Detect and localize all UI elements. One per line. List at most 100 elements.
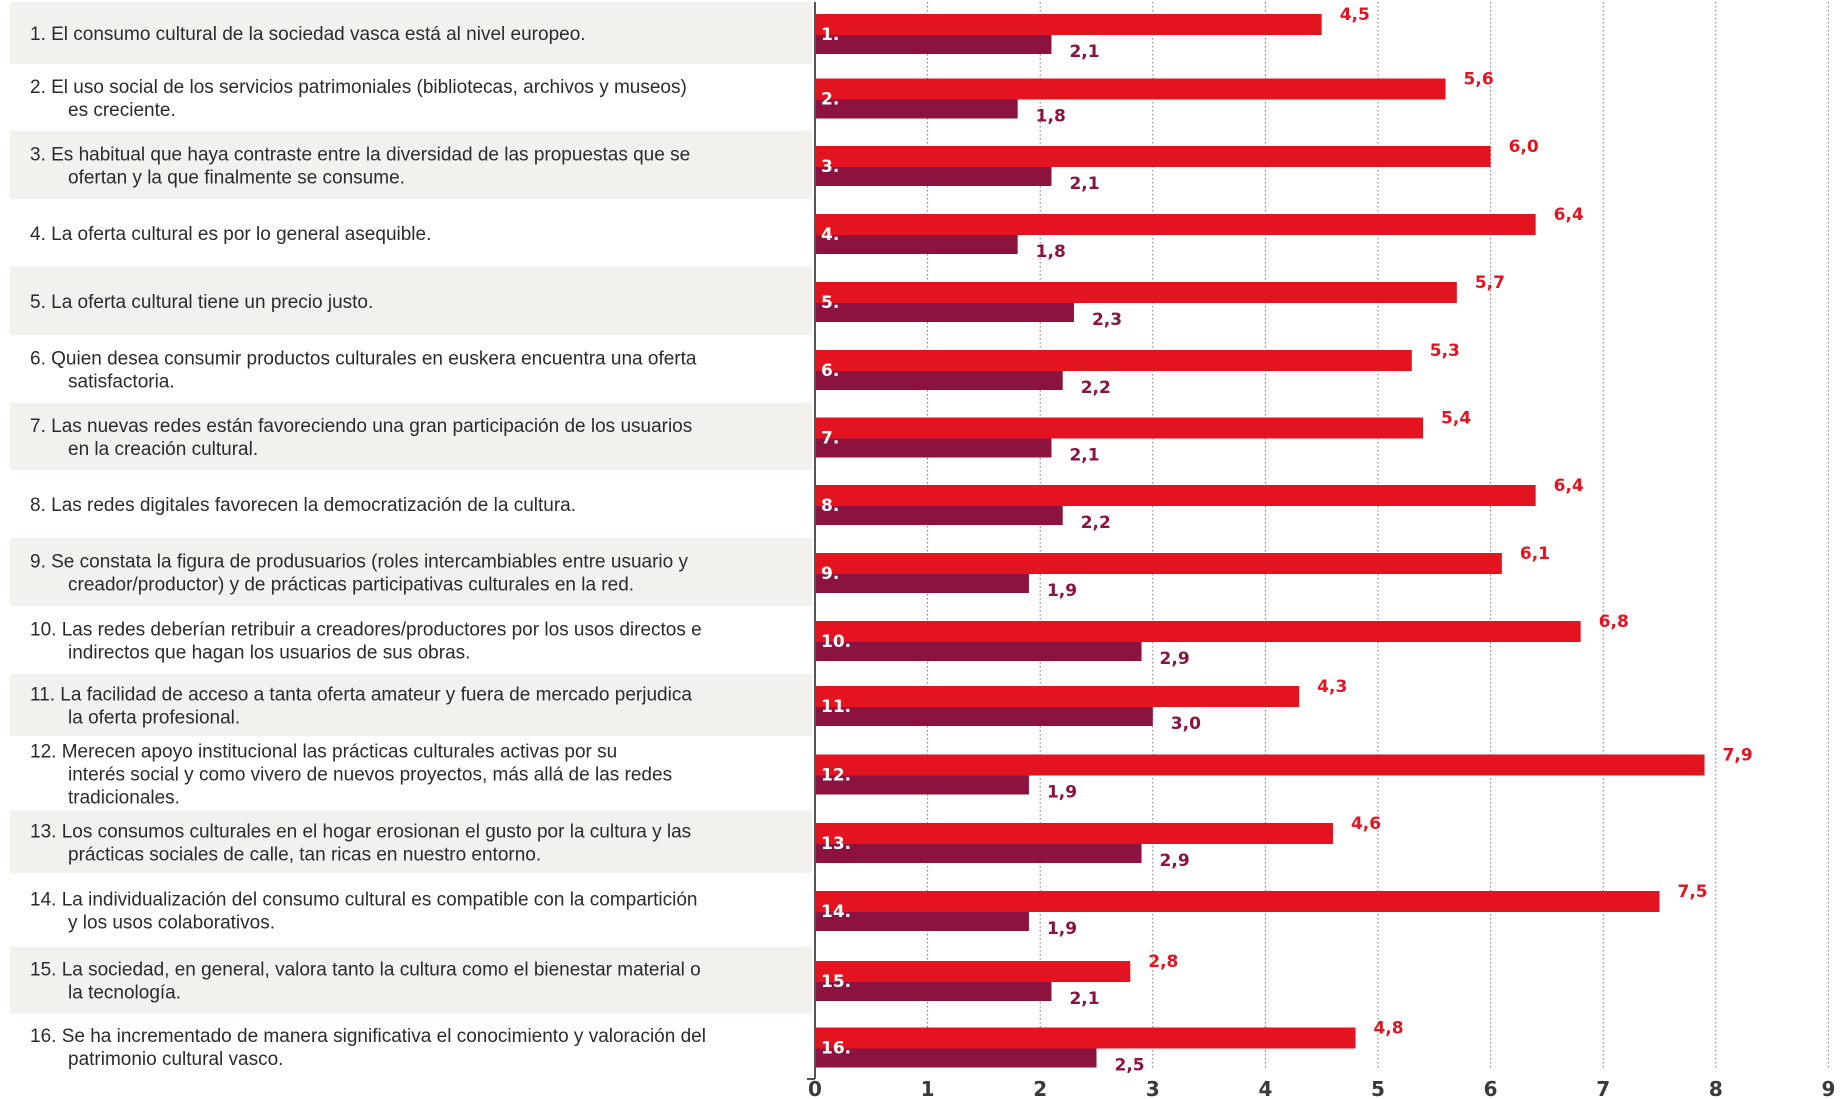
bar-series-1 [815,282,1457,303]
value-label-series-1: 6,4 [1554,476,1584,496]
value-label-series-1: 4,8 [1373,1019,1403,1039]
bar-series-2 [815,707,1153,726]
bar-number-label: 7. [821,429,839,449]
statement-text: prácticas sociales de calle, tan ricas e… [68,845,541,866]
bar-series-2 [815,167,1052,186]
bar-series-1 [815,1027,1356,1049]
statement-text: 16. Se ha incrementado de manera signifi… [30,1026,706,1047]
bar-series-1 [815,823,1333,844]
statement-text: 7. Las nuevas redes están favoreciendo u… [30,416,692,437]
bar-series-2 [815,438,1052,458]
bar-number-label: 14. [821,902,851,922]
bar-number-label: 9. [821,564,839,584]
bar-number-label: 4. [821,225,839,245]
value-label-series-2: 2,2 [1081,513,1111,533]
statement-text: 15. La sociedad, en general, valora tant… [30,960,701,981]
statement-text: patrimonio cultural vasco. [68,1049,283,1070]
bar-series-2 [815,844,1142,863]
value-label-series-2: 1,8 [1036,242,1066,262]
x-tick-label: 1 [921,1077,935,1099]
bar-number-label: 6. [821,361,839,381]
value-label-series-2: 3,0 [1171,714,1201,734]
statement-text: creador/productor) y de prácticas partic… [68,575,634,596]
statement-text: en la creación cultural. [68,439,258,460]
row-band [10,2,812,64]
bar-number-label: 5. [821,293,839,313]
value-label-series-2: 2,9 [1160,649,1190,669]
bar-number-label: 8. [821,496,839,516]
bar-series-2 [815,371,1063,390]
value-label-series-1: 6,4 [1554,205,1584,225]
statement-text: 12. Merecen apoyo institucional las prác… [30,742,617,763]
bar-series-1 [815,146,1491,167]
statement-text: 8. Las redes digitales favorecen la demo… [30,495,576,516]
value-label-series-1: 5,4 [1441,409,1471,429]
bar-series-2 [815,1048,1097,1068]
statement-text: 1. El consumo cultural de la sociedad va… [30,24,586,45]
bar-series-1 [815,686,1300,707]
statement-text: 9. Se constata la figura de produsuarios… [30,552,688,573]
value-label-series-1: 5,7 [1475,273,1505,293]
bar-number-label: 11. [821,697,851,717]
row-band [10,947,812,1013]
bar-series-2 [815,574,1029,593]
statement-text: ofertan y la que finalmente se consume. [68,168,405,189]
statement-text: 10. Las redes deberían retribuir a cread… [30,620,702,641]
value-label-series-1: 7,9 [1723,746,1753,766]
bar-series-2 [815,235,1018,254]
statement-text: tradicionales. [68,788,180,809]
value-label-series-2: 1,9 [1047,581,1077,601]
statement-text: la tecnología. [68,983,181,1004]
bar-series-2 [815,775,1029,795]
bar-series-2 [815,35,1052,54]
statement-text: satisfactoria. [68,372,175,393]
bar-series-2 [815,982,1052,1001]
statement-text: 4. La oferta cultural es por lo general … [30,224,431,245]
value-label-series-2: 2,9 [1160,851,1190,871]
row-band [10,674,812,736]
bar-series-1 [815,14,1322,35]
bar-series-2 [815,99,1018,119]
bar-series-1 [815,485,1536,506]
value-label-series-2: 1,9 [1047,919,1077,939]
bar-series-2 [815,506,1063,525]
bar-number-label: 16. [821,1039,851,1059]
value-label-series-2: 2,3 [1092,310,1122,330]
row-band [10,267,812,335]
bar-series-1 [815,621,1581,642]
row-band [10,131,812,199]
bar-series-1 [815,417,1424,439]
bar-series-1 [815,754,1705,776]
value-label-series-1: 4,5 [1340,5,1370,25]
bar-number-label: 10. [821,632,851,652]
statement-text: 13. Los consumos culturales en el hogar … [30,822,691,843]
bar-number-label: 15. [821,972,851,992]
bar-number-label: 2. [821,90,839,110]
row-band [10,538,812,606]
statement-text: interés social y como vivero de nuevos p… [68,765,672,786]
value-label-series-1: 7,5 [1678,882,1708,902]
x-tick-label: 9 [1821,1077,1835,1099]
bar-number-label: 12. [821,766,851,786]
value-label-series-2: 2,1 [1069,989,1099,1009]
value-label-series-1: 6,1 [1520,544,1550,564]
value-label-series-1: 5,6 [1464,70,1494,90]
statement-text: la oferta profesional. [68,708,240,729]
row-band [10,403,812,470]
row-band [10,811,812,873]
statement-text: y los usos colaborativos. [68,913,275,934]
value-label-series-2: 1,8 [1036,107,1066,127]
bar-series-1 [815,961,1131,982]
x-tick-label: 5 [1371,1077,1385,1099]
statement-text: 3. Es habitual que haya contraste entre … [30,145,690,166]
bar-number-label: 13. [821,834,851,854]
x-tick-label: 7 [1596,1077,1610,1099]
statement-text: 5. La oferta cultural tiene un precio ju… [30,292,373,313]
value-label-series-2: 1,9 [1047,783,1077,803]
bar-series-1 [815,553,1502,574]
statement-text: 2. El uso social de los servicios patrim… [30,77,687,98]
bar-series-1 [815,214,1536,235]
bar-series-1 [815,891,1660,912]
statement-text: es creciente. [68,100,176,121]
